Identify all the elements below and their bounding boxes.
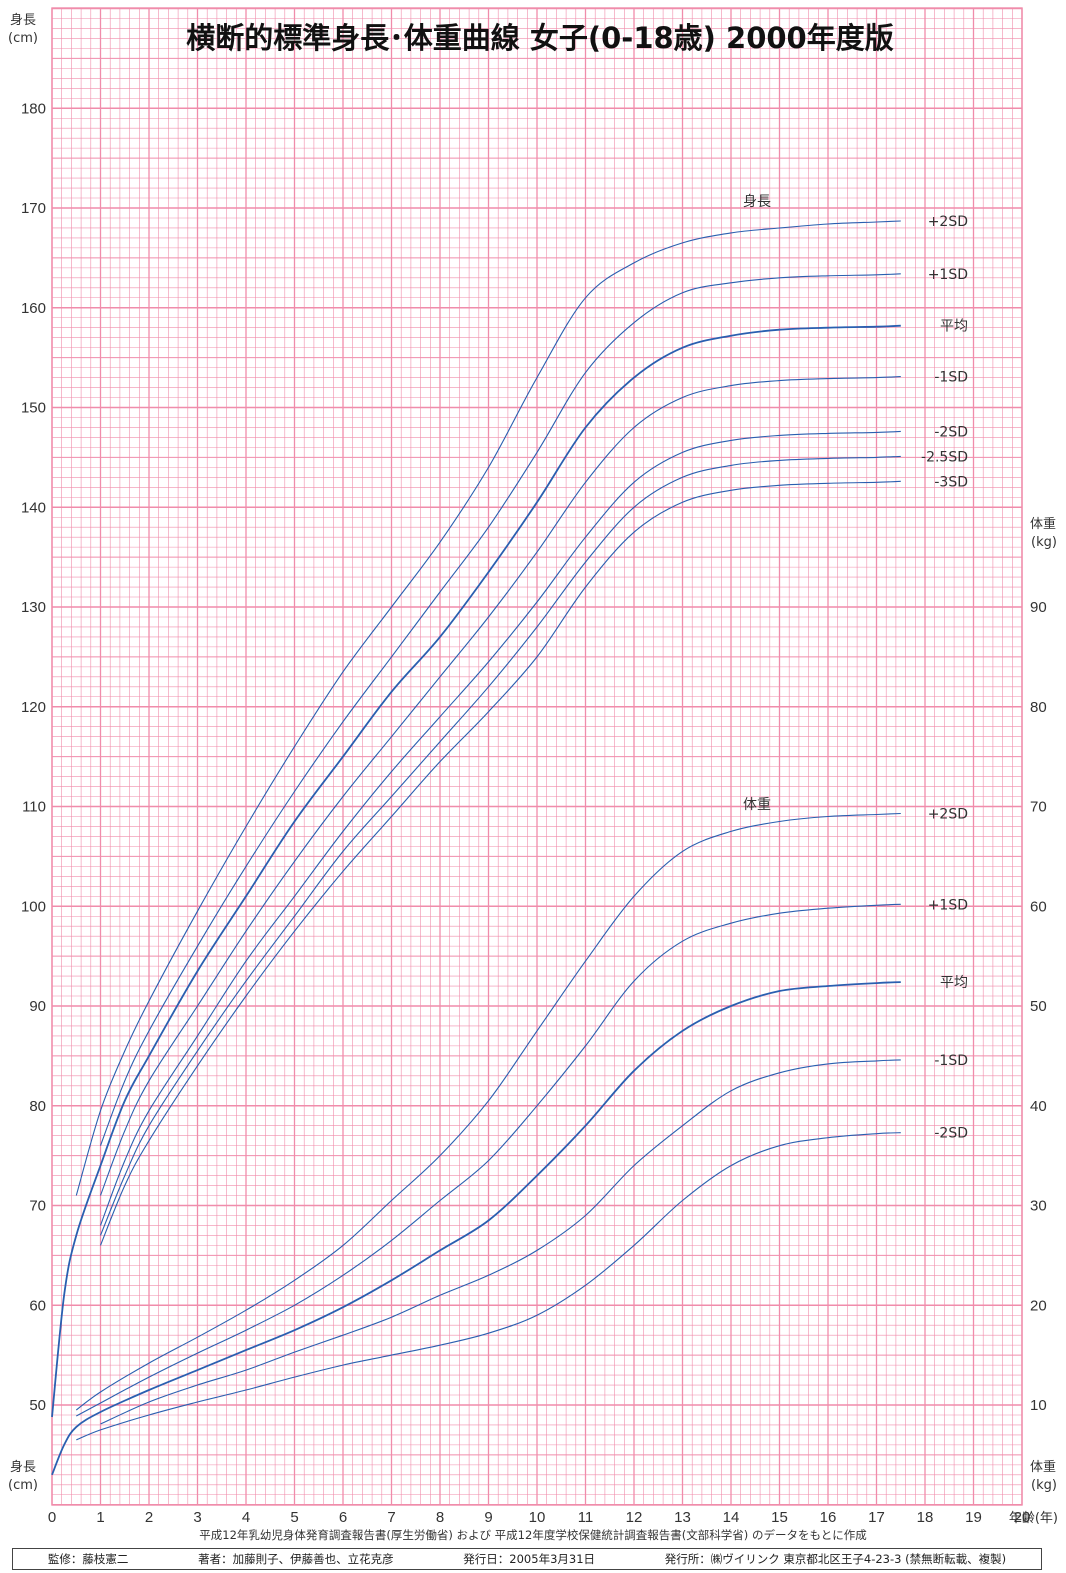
x-tick-label: 2 [145,1509,153,1526]
y-right-tick-label: 20 [1030,1297,1047,1314]
y-right-tick-label: 80 [1030,699,1047,716]
y-right-tick-label: 40 [1030,1098,1047,1115]
height-curve-label: -2SD [934,424,968,440]
left-axis-top-unit: (cm) [8,31,38,46]
x-tick-label: 4 [242,1509,250,1526]
x-tick-label: 1 [96,1509,104,1526]
y-left-tick-label: 70 [29,1198,46,1215]
y-left-tick-label: 100 [21,898,46,915]
plot-frame [51,7,1023,1506]
y-right-tick-label: 90 [1030,599,1047,616]
x-tick-label: 10 [529,1509,546,1526]
x-tick-label: 7 [387,1509,395,1526]
weight-curve-2 [51,981,901,1476]
weight-curve-label: -1SD [934,1053,968,1069]
height-section-label: 身長 [743,194,771,210]
x-tick-label: 19 [965,1509,982,1526]
weight-curve-label: +1SD [928,897,968,913]
x-tick-label: 16 [820,1509,837,1526]
y-left-tick-label: 120 [21,699,46,716]
y-left-tick-label: 170 [21,200,46,217]
x-tick-label: 18 [917,1509,934,1526]
height-curve-label: 平均 [940,319,968,335]
x-tick-label: 3 [193,1509,201,1526]
height-curve-label: +2SD [928,214,968,230]
y-left-tick-label: 110 [22,799,46,816]
left-axis-top-name: 身長 [10,12,36,28]
weight-curve-1 [76,903,901,1417]
height-curve-6 [99,480,901,1246]
y-left-tick-label: 50 [29,1397,46,1414]
weight-section-label: 体重 [743,797,771,813]
height-curve-label: -1SD [934,370,968,386]
x-tick-label: 11 [578,1509,594,1526]
credits-supervisor: 監修：藤枝憲二 [47,1552,129,1566]
x-tick-label: 13 [674,1509,691,1526]
height-curve-2 [51,324,901,1418]
x-tick-label: 20 [1014,1509,1031,1526]
y-left-tick-label: 80 [29,1098,46,1115]
y-right-tick-label: 10 [1030,1397,1047,1414]
height-curve-5 [99,455,901,1236]
height-curve-1 [99,273,901,1146]
chart-title: 横断的標準身長･体重曲線 女子(0-18歳) 2000年度版 [186,21,894,55]
height-curve-3 [99,376,901,1196]
credits-publisher: 発行所：㈱ヴイリンク 東京都北区王子4-23-3 (禁無断転載、複製) [664,1552,1007,1566]
chart-tick-labels: 0 1 2 3 4 5 6 7 8 9 10 11 12 13 14 15 16 17 18 19 2050607080… [21,100,1047,1526]
weight-curve-3 [100,1059,901,1425]
source-note: 平成12年乳幼児身体発育調査報告書(厚生労働省) および 平成12年度学校保健統… [199,1528,867,1542]
x-tick-label: 0 [48,1509,56,1526]
credits-authors: 著者：加藤則子、伊藤善也、立花克彦 [198,1552,394,1566]
right-axis-top-name: 体重 [1030,516,1056,532]
credits-issued: 発行日：2005年3月31日 [463,1552,596,1566]
x-axis-label: 年齢(年) [1009,1511,1058,1526]
x-tick-label: 5 [290,1509,298,1526]
y-left-tick-label: 60 [29,1297,46,1314]
height-curve-label: -3SD [934,474,968,490]
x-tick-label: 8 [436,1509,444,1526]
chart-grid [51,7,1023,1506]
weight-curve-0 [75,812,901,1411]
y-left-tick-label: 90 [29,998,46,1015]
height-curve-0 [75,220,901,1196]
weight-curve-label: -2SD [934,1126,968,1142]
y-right-tick-label: 50 [1030,998,1047,1015]
height-curve-label: -2.5SD [921,449,968,465]
height-curve-4 [99,430,901,1226]
x-tick-label: 6 [339,1509,347,1526]
weight-curve-label: +2SD [928,806,968,822]
weight-curve-label: 平均 [940,975,968,991]
y-left-tick-label: 150 [21,400,46,417]
left-axis-bottom-unit: (cm) [8,1478,38,1493]
x-tick-label: 9 [484,1509,492,1526]
right-axis-bottom-unit: (kg) [1031,1478,1057,1493]
right-axis-bottom-name: 体重 [1030,1459,1056,1475]
curve-labels: +2SD +1SD 平均 -1SD -2SD -2.5SD -3SD +2SD +1SD 平均 -1… [921,214,968,1142]
weight-curve-4 [76,1132,901,1441]
height-curve-label: +1SD [928,267,968,283]
y-right-tick-label: 30 [1030,1198,1047,1215]
x-tick-label: 15 [771,1509,788,1526]
y-right-tick-label: 60 [1030,898,1047,915]
y-right-tick-label: 70 [1030,799,1047,816]
x-tick-label: 12 [626,1509,643,1526]
x-tick-label: 14 [723,1509,740,1526]
credits-bar: 監修：藤枝憲二 著者：加藤則子、伊藤善也、立花克彦 発行日：2005年3月31日… [12,1548,1042,1570]
y-left-tick-label: 180 [21,100,46,117]
y-left-tick-label: 160 [21,300,46,317]
y-left-tick-label: 140 [21,499,46,516]
y-left-tick-label: 130 [21,599,46,616]
x-tick-label: 17 [868,1509,885,1526]
right-axis-top-unit: (kg) [1031,535,1057,550]
chart-curves [51,220,901,1476]
left-axis-bottom-name: 身長 [10,1459,36,1475]
